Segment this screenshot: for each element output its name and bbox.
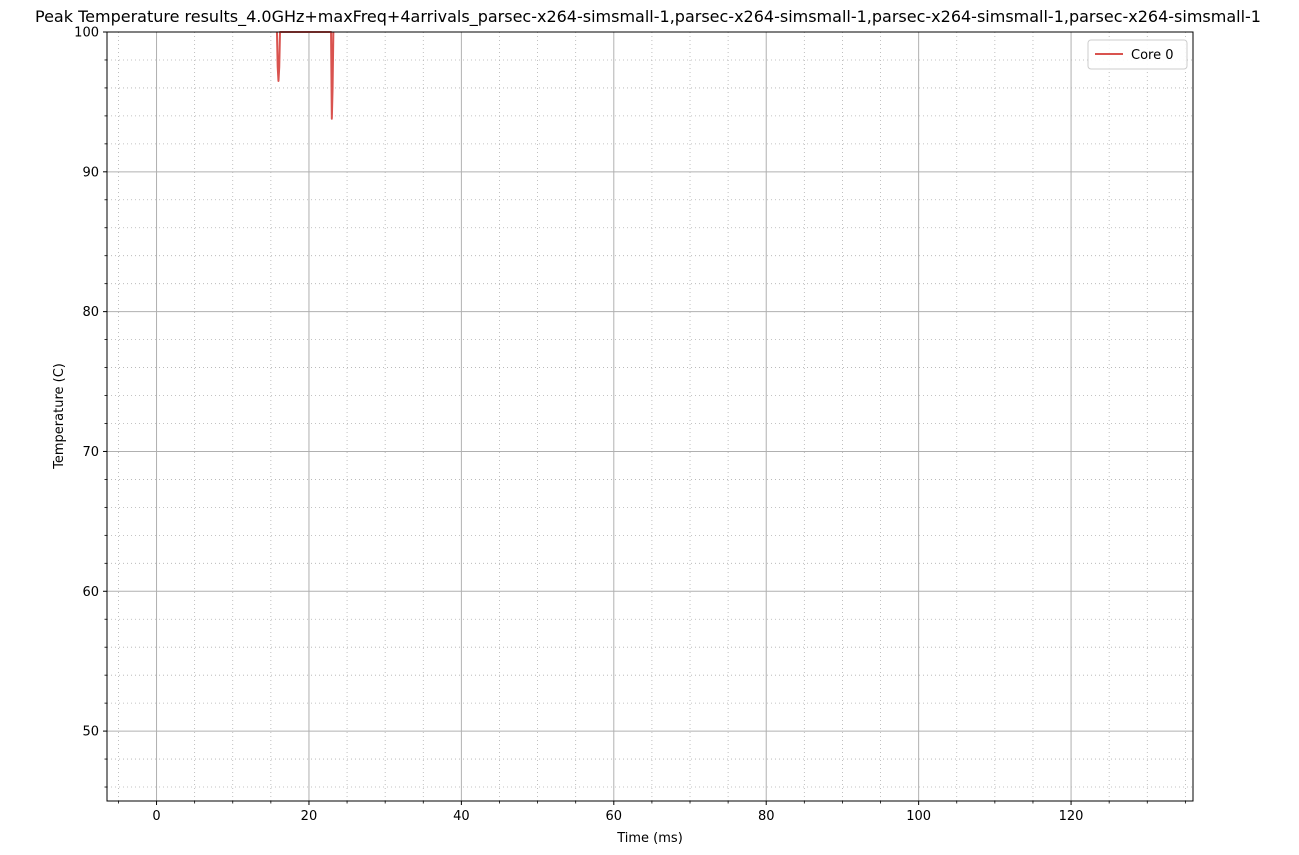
legend: Core 0 xyxy=(1087,39,1188,70)
legend-box xyxy=(1087,39,1188,70)
y-tick-label: 60 xyxy=(82,585,99,600)
legend-entry-core-0: Core 0 xyxy=(1131,48,1174,63)
x-tick-label: 40 xyxy=(453,809,470,824)
series-layer xyxy=(275,31,335,120)
x-axis-ticks: 0 20 40 60 80 100 120 xyxy=(118,801,1186,824)
minor-grid xyxy=(107,32,1193,801)
y-tick-label: 80 xyxy=(82,305,99,320)
x-tick-label: 20 xyxy=(301,809,318,824)
y-tick-label: 70 xyxy=(82,445,99,460)
major-grid xyxy=(107,31,1193,801)
y-axis-label: Temperature (C) xyxy=(52,363,67,470)
series-line-core-0 xyxy=(275,31,335,120)
x-tick-label: 60 xyxy=(606,809,623,824)
x-tick-label: 0 xyxy=(152,809,160,824)
x-tick-label: 80 xyxy=(758,809,775,824)
x-tick-label: 100 xyxy=(906,809,931,824)
y-axis-ticks: 50 60 70 80 90 100 xyxy=(74,26,107,788)
chart-title: Peak Temperature results_4.0GHz+maxFreq+… xyxy=(35,7,1261,27)
y-tick-label: 90 xyxy=(82,165,99,180)
x-tick-label: 120 xyxy=(1059,809,1084,824)
x-axis-label: Time (ms) xyxy=(616,831,683,846)
plot-frame xyxy=(106,31,1194,802)
y-tick-label: 100 xyxy=(74,26,99,41)
y-tick-label: 50 xyxy=(82,725,99,740)
